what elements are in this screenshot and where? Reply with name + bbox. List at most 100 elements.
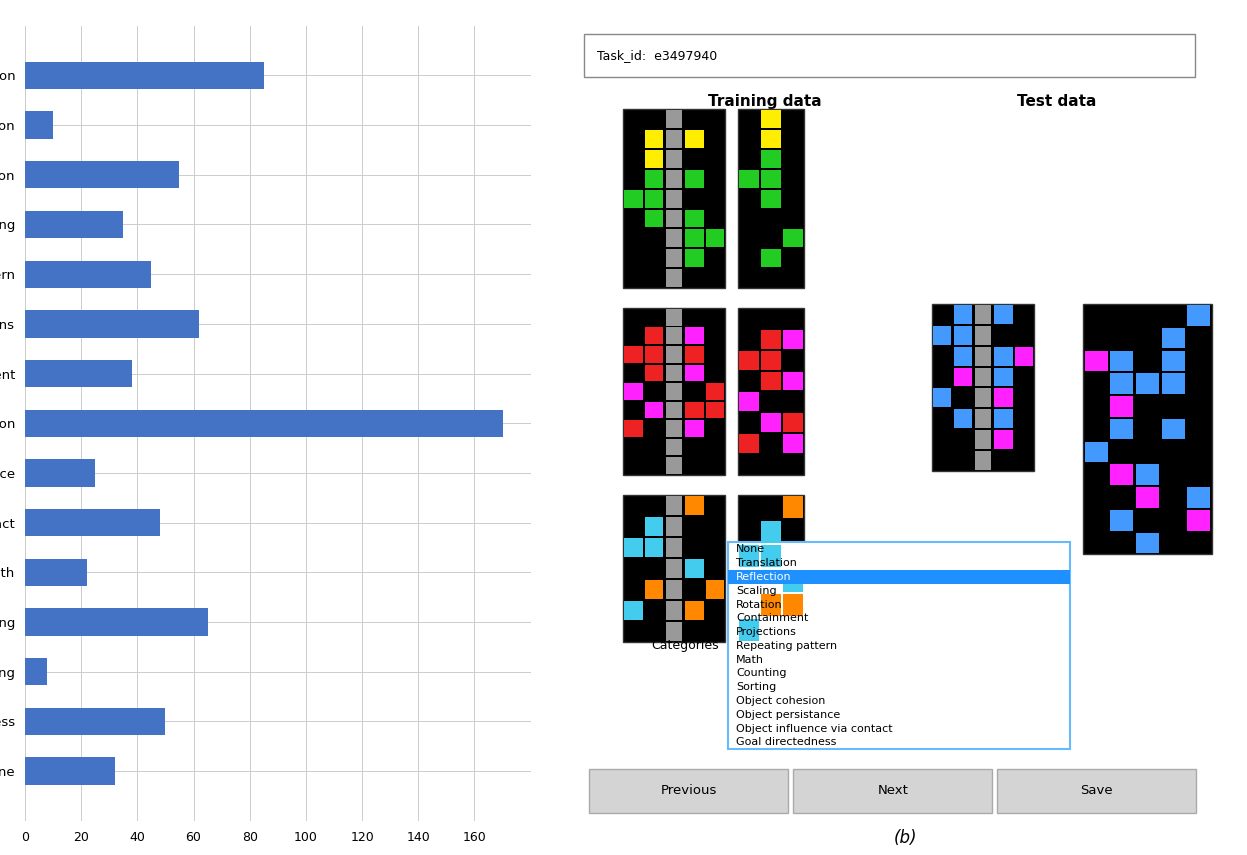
Bar — [25, 410, 503, 437]
Text: Goal directedness: Goal directedness — [736, 737, 837, 747]
Bar — [686, 601, 703, 620]
Bar — [666, 538, 682, 557]
Bar — [584, 33, 1195, 77]
Bar — [666, 269, 682, 287]
Bar — [761, 330, 781, 349]
Bar — [25, 608, 207, 635]
Bar — [738, 308, 804, 475]
Bar — [624, 308, 725, 475]
Bar — [666, 150, 682, 168]
Bar — [954, 347, 971, 366]
Bar — [706, 229, 725, 247]
Bar — [994, 388, 1013, 407]
Text: Previous: Previous — [660, 785, 717, 798]
Bar — [666, 601, 682, 620]
Text: Object cohesion: Object cohesion — [736, 696, 826, 706]
Bar — [761, 110, 781, 128]
Bar — [728, 570, 1070, 584]
Bar — [666, 496, 682, 515]
Bar — [686, 170, 703, 187]
Bar — [738, 495, 804, 642]
Bar — [994, 347, 1013, 366]
Text: Scaling: Scaling — [736, 586, 777, 596]
Bar — [739, 392, 759, 411]
Bar — [1161, 419, 1185, 439]
Bar — [645, 327, 663, 344]
Bar — [25, 658, 47, 686]
Text: Math: Math — [736, 655, 764, 664]
Bar — [1110, 351, 1134, 371]
Bar — [706, 580, 725, 598]
Text: None: None — [736, 545, 766, 554]
Bar — [783, 229, 803, 247]
Bar — [739, 545, 759, 567]
Bar — [1110, 510, 1134, 530]
Bar — [975, 451, 991, 470]
Bar — [783, 496, 803, 518]
Text: Repeating pattern: Repeating pattern — [736, 641, 837, 651]
Bar — [761, 545, 781, 567]
Bar — [666, 580, 682, 598]
Bar — [761, 170, 781, 187]
Bar — [666, 559, 682, 578]
Bar — [686, 364, 703, 381]
Bar — [666, 170, 682, 187]
Bar — [624, 495, 725, 642]
Text: Sorting: Sorting — [736, 682, 777, 693]
Bar — [1161, 327, 1185, 348]
Text: Task_id:  e3497940: Task_id: e3497940 — [597, 49, 717, 62]
Bar — [625, 420, 642, 437]
Text: Translation: Translation — [736, 558, 797, 569]
Bar — [738, 109, 804, 288]
Bar — [975, 326, 991, 345]
Bar — [1085, 351, 1107, 371]
Text: Containment: Containment — [736, 613, 808, 623]
Bar — [994, 368, 1013, 386]
Bar — [1136, 464, 1158, 485]
Bar — [761, 130, 781, 148]
Bar — [686, 209, 703, 227]
Bar — [1085, 442, 1107, 463]
Bar — [975, 388, 991, 407]
Bar — [975, 305, 991, 324]
Bar — [728, 543, 1070, 749]
Text: Object influence via contact: Object influence via contact — [736, 723, 893, 734]
Bar — [994, 410, 1013, 428]
Bar — [25, 111, 54, 139]
Bar — [686, 496, 703, 515]
Bar — [666, 309, 682, 326]
Bar — [666, 327, 682, 344]
Bar — [666, 190, 682, 208]
Bar — [761, 413, 781, 432]
Bar — [998, 770, 1196, 813]
Bar — [706, 383, 725, 400]
Bar — [686, 559, 703, 578]
Text: Object persistance: Object persistance — [736, 710, 840, 720]
Bar — [761, 372, 781, 391]
Bar — [666, 130, 682, 148]
Bar — [1110, 419, 1134, 439]
Bar — [761, 594, 781, 616]
Bar — [761, 351, 781, 369]
Bar — [625, 601, 642, 620]
Bar — [1136, 487, 1158, 508]
Bar — [686, 346, 703, 363]
Bar — [783, 330, 803, 349]
Bar — [686, 250, 703, 267]
Bar — [761, 150, 781, 168]
Bar — [589, 770, 788, 813]
Bar — [761, 521, 781, 543]
Bar — [666, 622, 682, 641]
Bar — [954, 326, 971, 345]
Bar — [761, 190, 781, 208]
Bar — [25, 360, 132, 387]
Bar — [686, 130, 703, 148]
Bar — [783, 434, 803, 453]
Bar — [666, 209, 682, 227]
Bar — [1161, 351, 1185, 371]
Bar — [645, 402, 663, 418]
Text: Training data: Training data — [708, 94, 822, 109]
Bar — [686, 420, 703, 437]
Bar — [645, 517, 663, 536]
Text: Reflection: Reflection — [736, 572, 792, 582]
